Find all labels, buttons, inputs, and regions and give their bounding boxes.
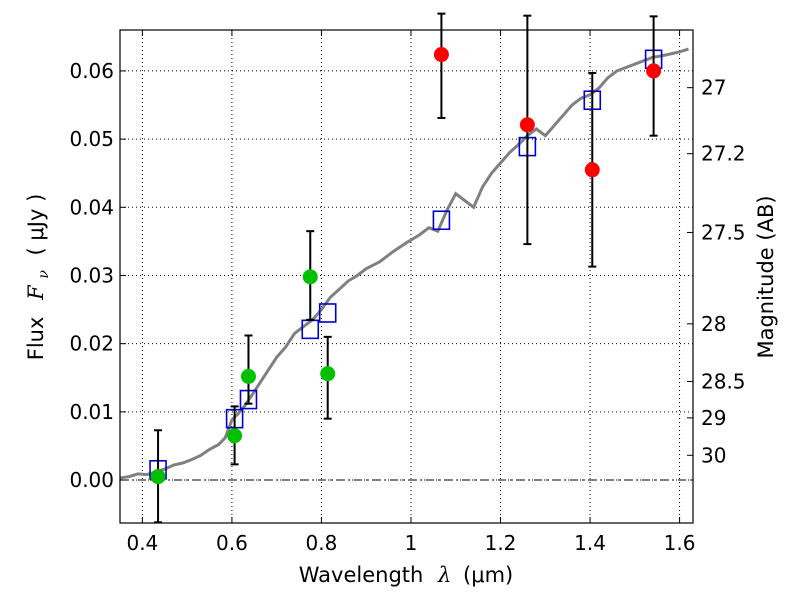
x-tick-label: 1 (405, 531, 418, 555)
x-tick-label: 0.6 (216, 531, 248, 555)
magnitude-tick-label: 28.5 (701, 369, 746, 393)
x-tick-label: 1.6 (664, 531, 696, 555)
model-photometry-square (318, 303, 337, 323)
observed-optical-point (302, 269, 318, 285)
x-tick-label: 0.4 (126, 531, 158, 555)
y-tick-label: 0.02 (69, 332, 114, 356)
magnitude-axis-label: Magnitude (AB) (754, 195, 778, 358)
axis-ticks: 0.4 0.6 0.8 1 1.2 1.4 1.6 0.00 0.01 0.02 0.03 0.04 0… (69, 30, 746, 555)
plot-frame (119, 29, 694, 524)
x-tick-label: 1.2 (485, 531, 517, 555)
data-markers (149, 12, 663, 524)
observed-nir-point (433, 47, 449, 63)
grid-lines (120, 30, 693, 523)
y-tick-label: 0.06 (69, 59, 114, 83)
y-axis-label-symbol: F (24, 284, 48, 301)
x-axis-label: Wavelength λ (μm) (299, 563, 513, 587)
y-axis-label: Flux F ν ( μJy ) (24, 194, 53, 361)
magnitude-tick-label: 27.5 (701, 220, 746, 244)
x-axis-label-symbol: λ (437, 563, 451, 587)
observed-optical-point (320, 366, 336, 382)
observed-nir-point (584, 162, 600, 178)
observed-nir-point (646, 63, 662, 79)
x-axis-label-text: Wavelength (299, 563, 424, 587)
magnitude-tick-label: 28 (701, 312, 726, 336)
observed-nir-point (519, 117, 535, 133)
y-axis-label-sub: ν (36, 270, 52, 279)
y-tick-label: 0.00 (69, 468, 114, 492)
observed-optical-point (150, 469, 166, 485)
magnitude-tick-label: 30 (701, 443, 726, 467)
observed-optical-point (240, 368, 256, 384)
x-axis-label-unit: (μm) (463, 563, 513, 587)
y-axis-label-unit: ( μJy ) (24, 194, 48, 256)
x-tick-label: 1.4 (574, 531, 606, 555)
model-photometry-square (432, 210, 451, 231)
observed-optical-point (227, 428, 243, 444)
model-spectrum-line (119, 47, 689, 480)
y-tick-label: 0.01 (69, 400, 114, 424)
magnitude-tick-label: 27 (701, 76, 726, 100)
magnitude-tick-label: 29 (701, 406, 726, 430)
y-tick-label: 0.04 (69, 195, 114, 219)
x-tick-label: 0.8 (306, 531, 338, 555)
y-tick-label: 0.03 (69, 263, 114, 287)
magnitude-tick-label: 27.2 (701, 142, 746, 166)
y-axis-label-text: Flux (24, 317, 48, 361)
y-tick-label: 0.05 (69, 127, 114, 151)
